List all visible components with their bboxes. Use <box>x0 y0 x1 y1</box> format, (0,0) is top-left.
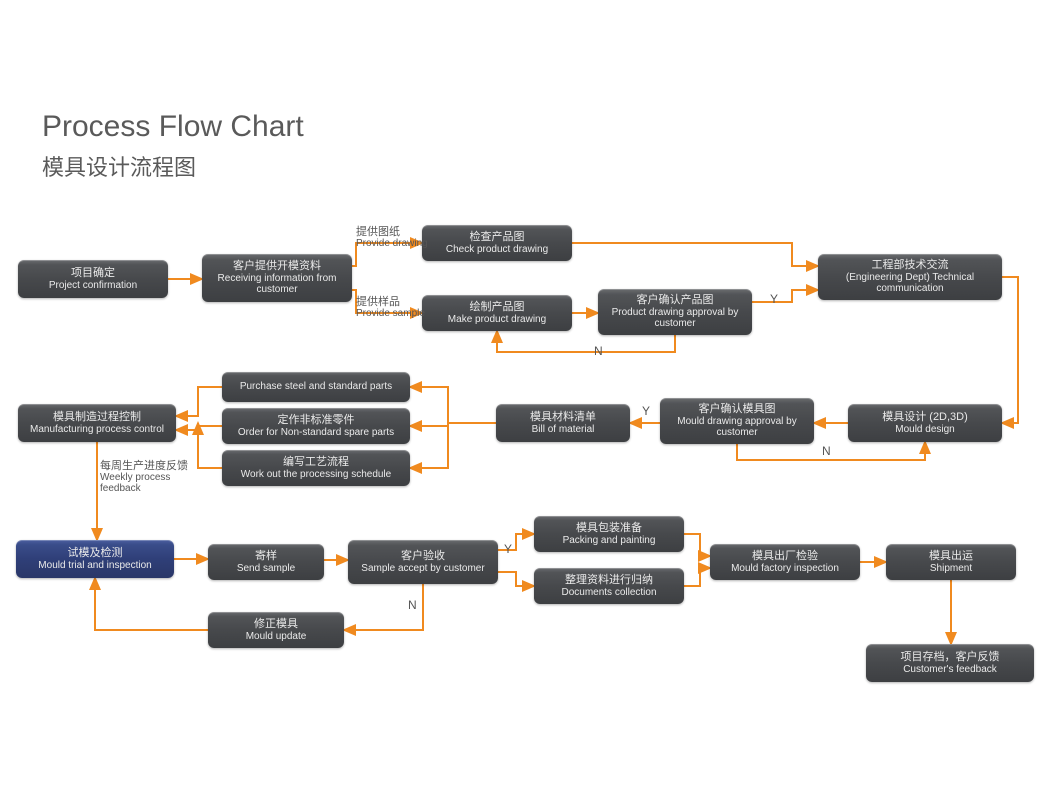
node-label-en: Bill of material <box>532 424 595 436</box>
annotation-cn: 提供样品 <box>356 296 425 308</box>
node-label-cn: 寄样 <box>255 550 277 563</box>
flow-node-n20: 模具出运Shipment <box>886 544 1016 580</box>
flow-node-n3: 检查产品图Check product drawing <box>422 225 572 261</box>
node-label-en: Mould drawing approval by customer <box>666 416 808 439</box>
node-label-en: Project confirmation <box>49 280 137 292</box>
node-label-en: Product drawing approval by customer <box>604 307 746 330</box>
node-label-en: Send sample <box>237 563 295 575</box>
edge-label-el6: N <box>408 598 417 612</box>
node-label-cn: 绘制产品图 <box>470 301 525 314</box>
flow-node-n13: 模具制造过程控制Manufacturing process control <box>18 404 176 442</box>
node-label-cn: 客户提供开模资料 <box>233 260 321 273</box>
node-label-en: (Engineering Dept) Technical communicati… <box>824 272 996 295</box>
edge-27 <box>95 578 208 630</box>
flow-node-n4: 绘制产品图Make product drawing <box>422 295 572 331</box>
edge-label-el1: Y <box>770 292 778 306</box>
flow-node-n10: Purchase steel and standard parts <box>222 372 410 402</box>
node-label-en: Purchase steel and standard parts <box>240 381 392 393</box>
edge-14 <box>176 387 222 416</box>
node-label-cn: 模具出厂检验 <box>752 550 818 563</box>
edge-7 <box>1002 277 1018 423</box>
edge-11 <box>410 387 496 423</box>
node-label-en: Shipment <box>930 563 972 575</box>
node-label-en: Customer's feedback <box>903 664 997 676</box>
annotation-en: Provide drawing <box>356 238 428 249</box>
flow-node-n16: 客户验收Sample accept by customer <box>348 540 498 584</box>
node-label-cn: 客户确认模具图 <box>699 403 776 416</box>
flow-node-n12: 编写工艺流程Work out the processing schedule <box>222 450 410 486</box>
edge-13 <box>410 423 448 468</box>
node-label-cn: 客户验收 <box>401 550 445 563</box>
flow-node-n9: 模具材料清单Bill of material <box>496 404 630 442</box>
annotation-a2: 提供样品Provide sample <box>356 296 425 319</box>
node-label-cn: 模具材料清单 <box>530 411 596 424</box>
flow-node-n11: 定作非标准零件Order for Non-standard spare part… <box>222 408 410 444</box>
flow-node-n14: 试模及检测Mould trial and inspection <box>16 540 174 578</box>
flow-node-n8: 客户确认模具图Mould drawing approval by custome… <box>660 398 814 444</box>
edge-label-el5: Y <box>504 542 512 556</box>
flow-node-n22: 修正模具Mould update <box>208 612 344 648</box>
node-label-cn: 检查产品图 <box>470 231 525 244</box>
title-en: Process Flow Chart <box>42 110 304 144</box>
annotation-a3: 每周生产进度反馈Weekly process feedback <box>100 460 210 494</box>
node-label-cn: 项目确定 <box>71 267 115 280</box>
flow-node-n21: 项目存档，客户反馈Customer's feedback <box>866 644 1034 682</box>
flow-node-n2: 客户提供开模资料Receiving information from custo… <box>202 254 352 302</box>
node-label-cn: 试模及检测 <box>68 547 123 560</box>
flow-node-n7: 模具设计 (2D,3D)Mould design <box>848 404 1002 442</box>
node-label-cn: 模具制造过程控制 <box>53 411 141 424</box>
edge-3 <box>572 243 818 266</box>
annotation-en: Provide sample <box>356 308 425 319</box>
edge-23 <box>684 568 710 586</box>
node-label-en: Order for Non-standard spare parts <box>238 427 394 439</box>
edge-21 <box>498 572 534 586</box>
edge-22 <box>684 534 710 556</box>
node-label-en: Mould update <box>246 631 307 643</box>
flow-node-n1: 项目确定Project confirmation <box>18 260 168 298</box>
node-label-cn: 客户确认产品图 <box>637 294 714 307</box>
node-label-cn: 模具出运 <box>929 550 973 563</box>
node-label-en: Work out the processing schedule <box>241 469 391 481</box>
node-label-cn: 项目存档，客户反馈 <box>901 651 1000 664</box>
node-label-en: Check product drawing <box>446 244 548 256</box>
edge-15 <box>198 423 222 426</box>
node-label-cn: 编写工艺流程 <box>283 456 349 469</box>
node-label-cn: 修正模具 <box>254 618 298 631</box>
flow-node-n17: 模具包装准备Packing and painting <box>534 516 684 552</box>
annotation-en: Weekly process feedback <box>100 472 210 494</box>
node-label-en: Mould design <box>895 424 954 436</box>
edge-label-el4: N <box>822 444 831 458</box>
edge-label-el3: Y <box>642 404 650 418</box>
node-label-en: Mould factory inspection <box>731 563 839 575</box>
flow-node-n18: 整理资料进行归纳Documents collection <box>534 568 684 604</box>
flow-node-n6: 工程部技术交流(Engineering Dept) Technical comm… <box>818 254 1002 300</box>
edge-label-el2: N <box>594 344 603 358</box>
node-label-cn: 定作非标准零件 <box>278 414 355 427</box>
node-label-cn: 整理资料进行归纳 <box>565 574 653 587</box>
flow-node-n19: 模具出厂检验Mould factory inspection <box>710 544 860 580</box>
node-label-en: Manufacturing process control <box>30 424 164 436</box>
annotation-cn: 提供图纸 <box>356 226 428 238</box>
node-label-en: Receiving information from customer <box>208 273 346 296</box>
node-label-cn: 工程部技术交流 <box>872 259 949 272</box>
flow-node-n5: 客户确认产品图Product drawing approval by custo… <box>598 289 752 335</box>
node-label-en: Documents collection <box>561 587 656 599</box>
node-label-en: Make product drawing <box>448 314 546 326</box>
annotation-cn: 每周生产进度反馈 <box>100 460 210 472</box>
node-label-cn: 模具设计 (2D,3D) <box>882 411 968 424</box>
edge-10 <box>737 442 925 460</box>
annotation-a1: 提供图纸Provide drawing <box>356 226 428 249</box>
node-label-en: Mould trial and inspection <box>38 560 151 572</box>
node-label-en: Sample accept by customer <box>361 563 484 575</box>
edge-5 <box>752 290 818 302</box>
node-label-cn: 模具包装准备 <box>576 522 642 535</box>
node-label-en: Packing and painting <box>563 535 656 547</box>
edge-12 <box>410 423 448 426</box>
title-cn: 模具设计流程图 <box>42 150 196 182</box>
flow-node-n15: 寄样Send sample <box>208 544 324 580</box>
